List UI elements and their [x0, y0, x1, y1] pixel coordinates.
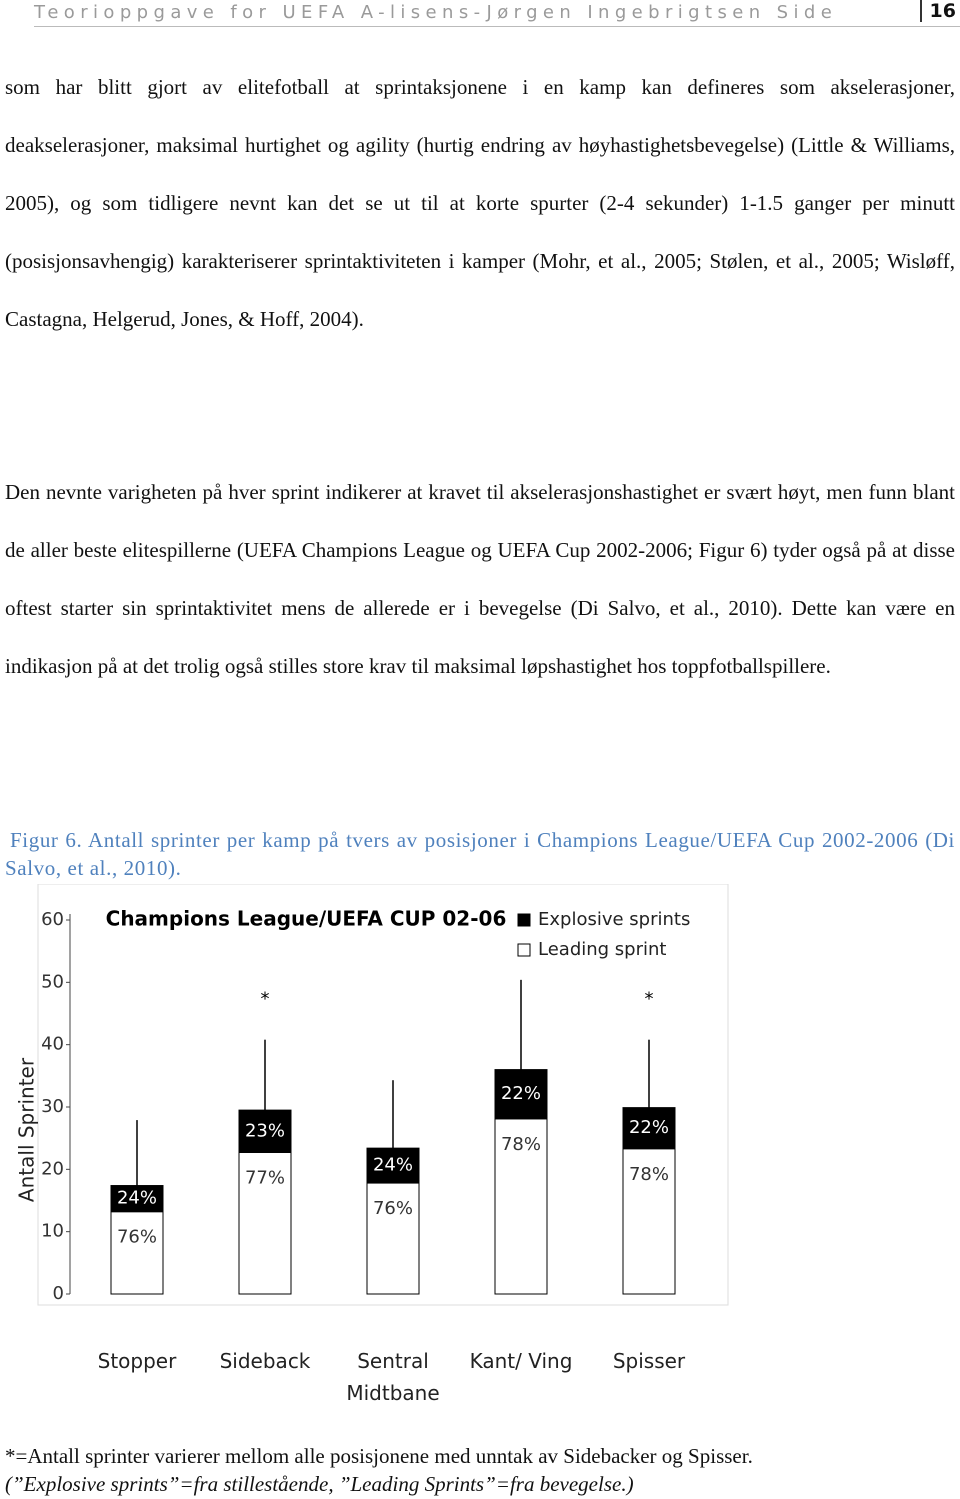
x-tick-label: Kant/ Ving: [469, 1349, 573, 1373]
paragraph: Den nevnte varigheten på hver sprint ind…: [5, 480, 955, 678]
chart: Champions League/UEFA CUP 02-06 Antall S…: [15, 884, 729, 1306]
page-number: 16: [919, 0, 956, 22]
figure-caption: Figur 6. Antall sprinter per kamp på tve…: [5, 828, 955, 880]
legend-swatch: [517, 913, 531, 927]
paragraph: som har blitt gjort av elitefotball at s…: [5, 75, 955, 331]
y-tick-label: 0: [53, 1283, 64, 1304]
y-tick-label: 10: [41, 1221, 64, 1242]
y-tick-label: 50: [41, 971, 64, 992]
x-tick-label: Spisser: [612, 1349, 686, 1373]
share-label: 24%: [373, 1155, 413, 1176]
bar-segment: [494, 1118, 548, 1295]
legend-label: Explosive sprints: [538, 909, 690, 930]
bar-segment: [110, 1185, 164, 1213]
header-title: Teorioppgave for UEFA A-lisens-Jørgen In…: [34, 2, 838, 23]
bar-segment: [622, 1148, 676, 1295]
bar-segment: [366, 1182, 420, 1295]
share-label: 23%: [245, 1120, 285, 1141]
page-header: Teorioppgave for UEFA A-lisens-Jørgen In…: [34, 0, 960, 27]
share-label: 24%: [117, 1188, 157, 1209]
footnote: *=Antall sprinter varierer mellom alle p…: [5, 1444, 753, 1468]
bar-segment: [238, 1152, 292, 1295]
legend-swatch: [517, 943, 531, 957]
share-label: 22%: [501, 1083, 541, 1104]
share-label: 76%: [117, 1227, 157, 1248]
x-tick-label: Sideback: [219, 1349, 311, 1373]
y-tick-label: 60: [41, 909, 64, 930]
share-label: 22%: [629, 1117, 669, 1138]
share-label: 78%: [501, 1134, 541, 1155]
bar-segment: [238, 1109, 292, 1154]
chart-title: Champions League/UEFA CUP 02-06: [106, 907, 507, 931]
y-tick-label: 30: [41, 1096, 64, 1117]
bar-segment: [110, 1211, 164, 1295]
y-tick-label: 20: [41, 1158, 64, 1179]
significance-marker: *: [261, 989, 270, 1010]
share-label: 76%: [373, 1198, 413, 1219]
y-axis-label: Antall Sprinter: [15, 1057, 39, 1202]
legend-label: Leading sprint: [538, 939, 666, 960]
significance-marker: *: [645, 989, 654, 1010]
share-label: 77%: [245, 1168, 285, 1189]
footnote: (”Explosive sprints”=fra stillestående, …: [5, 1472, 634, 1496]
x-tick-label: Sentral Midtbane: [346, 1349, 440, 1405]
bar-segment: [622, 1107, 676, 1150]
bar-segment: [366, 1147, 420, 1184]
x-tick-label: Stopper: [97, 1349, 177, 1373]
y-tick-label: 40: [41, 1034, 64, 1055]
share-label: 78%: [629, 1164, 669, 1185]
